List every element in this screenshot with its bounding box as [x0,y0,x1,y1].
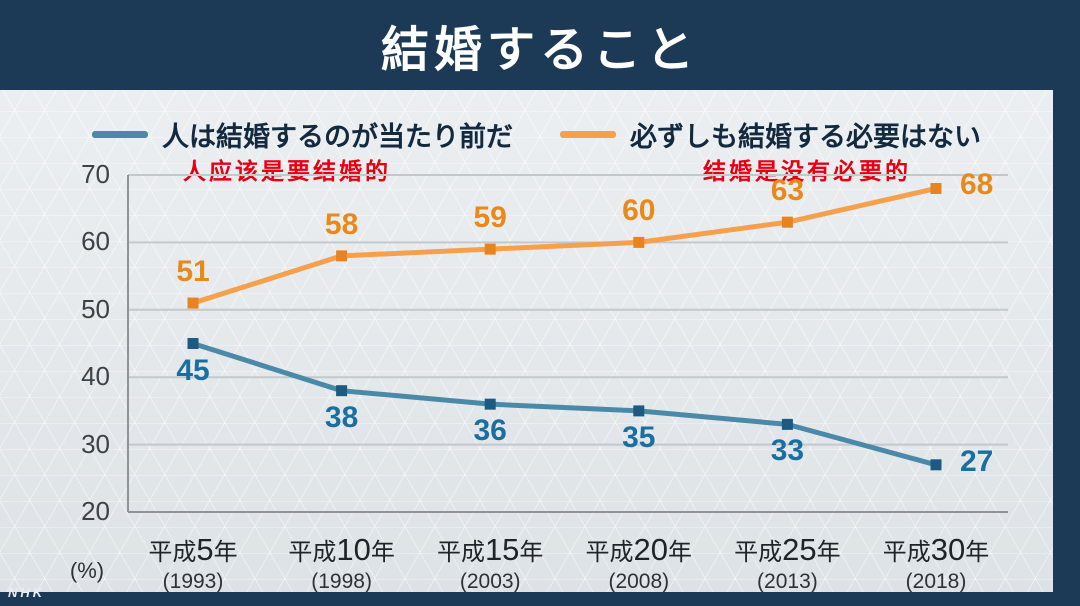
data-point-marker [187,338,199,349]
x-category-label: 平成25年 (2013) [734,532,841,593]
legend-item-marriage-not-necessary: 必ずしも結婚する必要はない [560,116,981,152]
data-point-label: 51 [176,255,210,289]
y-tick-label: 50 [81,293,110,324]
x-category-label: 平成10年 (1998) [288,532,395,593]
data-point-marker [484,398,496,410]
data-point-marker [633,405,645,417]
annotation-chinese-blue: 人应该是要结婚的 [183,158,391,184]
y-tick-label: 30 [81,428,110,459]
bottom-frame-strip [0,592,1080,606]
nhk-logo: NHK [8,585,46,600]
data-point-label: 68 [960,168,994,202]
data-point-label: 27 [960,444,994,478]
data-point-label: 60 [622,194,656,228]
legend-item-married-natural: 人は結婚するのが当たり前だ [92,116,513,152]
data-point-marker [336,385,348,397]
right-frame-strip [1053,90,1080,606]
data-point-label: 33 [770,434,805,468]
y-tick-label: 40 [81,361,110,392]
y-tick-label: 20 [81,496,110,526]
page-title: 結婚すること [380,24,699,77]
data-point-marker [336,250,348,262]
data-point-marker [187,297,199,309]
data-point-marker [930,459,942,471]
legend-label: 必ずしも結婚する必要はない [630,121,981,152]
data-point-marker [930,182,942,194]
axis-unit-label: (%) [69,558,105,583]
data-point-marker [484,243,496,255]
legend-label: 人は結婚するのが当たり前だ [162,121,513,152]
data-point-label: 36 [473,414,507,448]
data-point-marker [781,418,793,430]
title-bar: 結婚すること [0,0,1080,90]
series-line [190,185,939,306]
y-tick-label: 70 [81,159,110,189]
data-point-marker [633,236,645,248]
y-tick-label: 60 [81,226,110,257]
data-point-label: 63 [770,174,805,208]
x-category-label: 平成5年 (1993) [148,532,238,593]
data-point-label: 58 [324,207,359,241]
legend-swatch-orange [560,130,616,138]
data-point-label: 59 [473,201,507,235]
data-point-label: 38 [324,400,359,434]
x-category-label: 平成30年 (2018) [882,532,990,593]
series-line [190,341,939,468]
annotation-chinese-orange: 结婚是没有必要的 [703,158,911,184]
data-point-marker [781,216,793,228]
legend-swatch-blue [92,130,148,138]
data-point-label: 35 [622,420,656,454]
data-point-label: 45 [176,353,210,387]
x-category-label: 平成20年 (2008) [585,532,693,593]
x-category-label: 平成15年 (2003) [436,532,544,593]
